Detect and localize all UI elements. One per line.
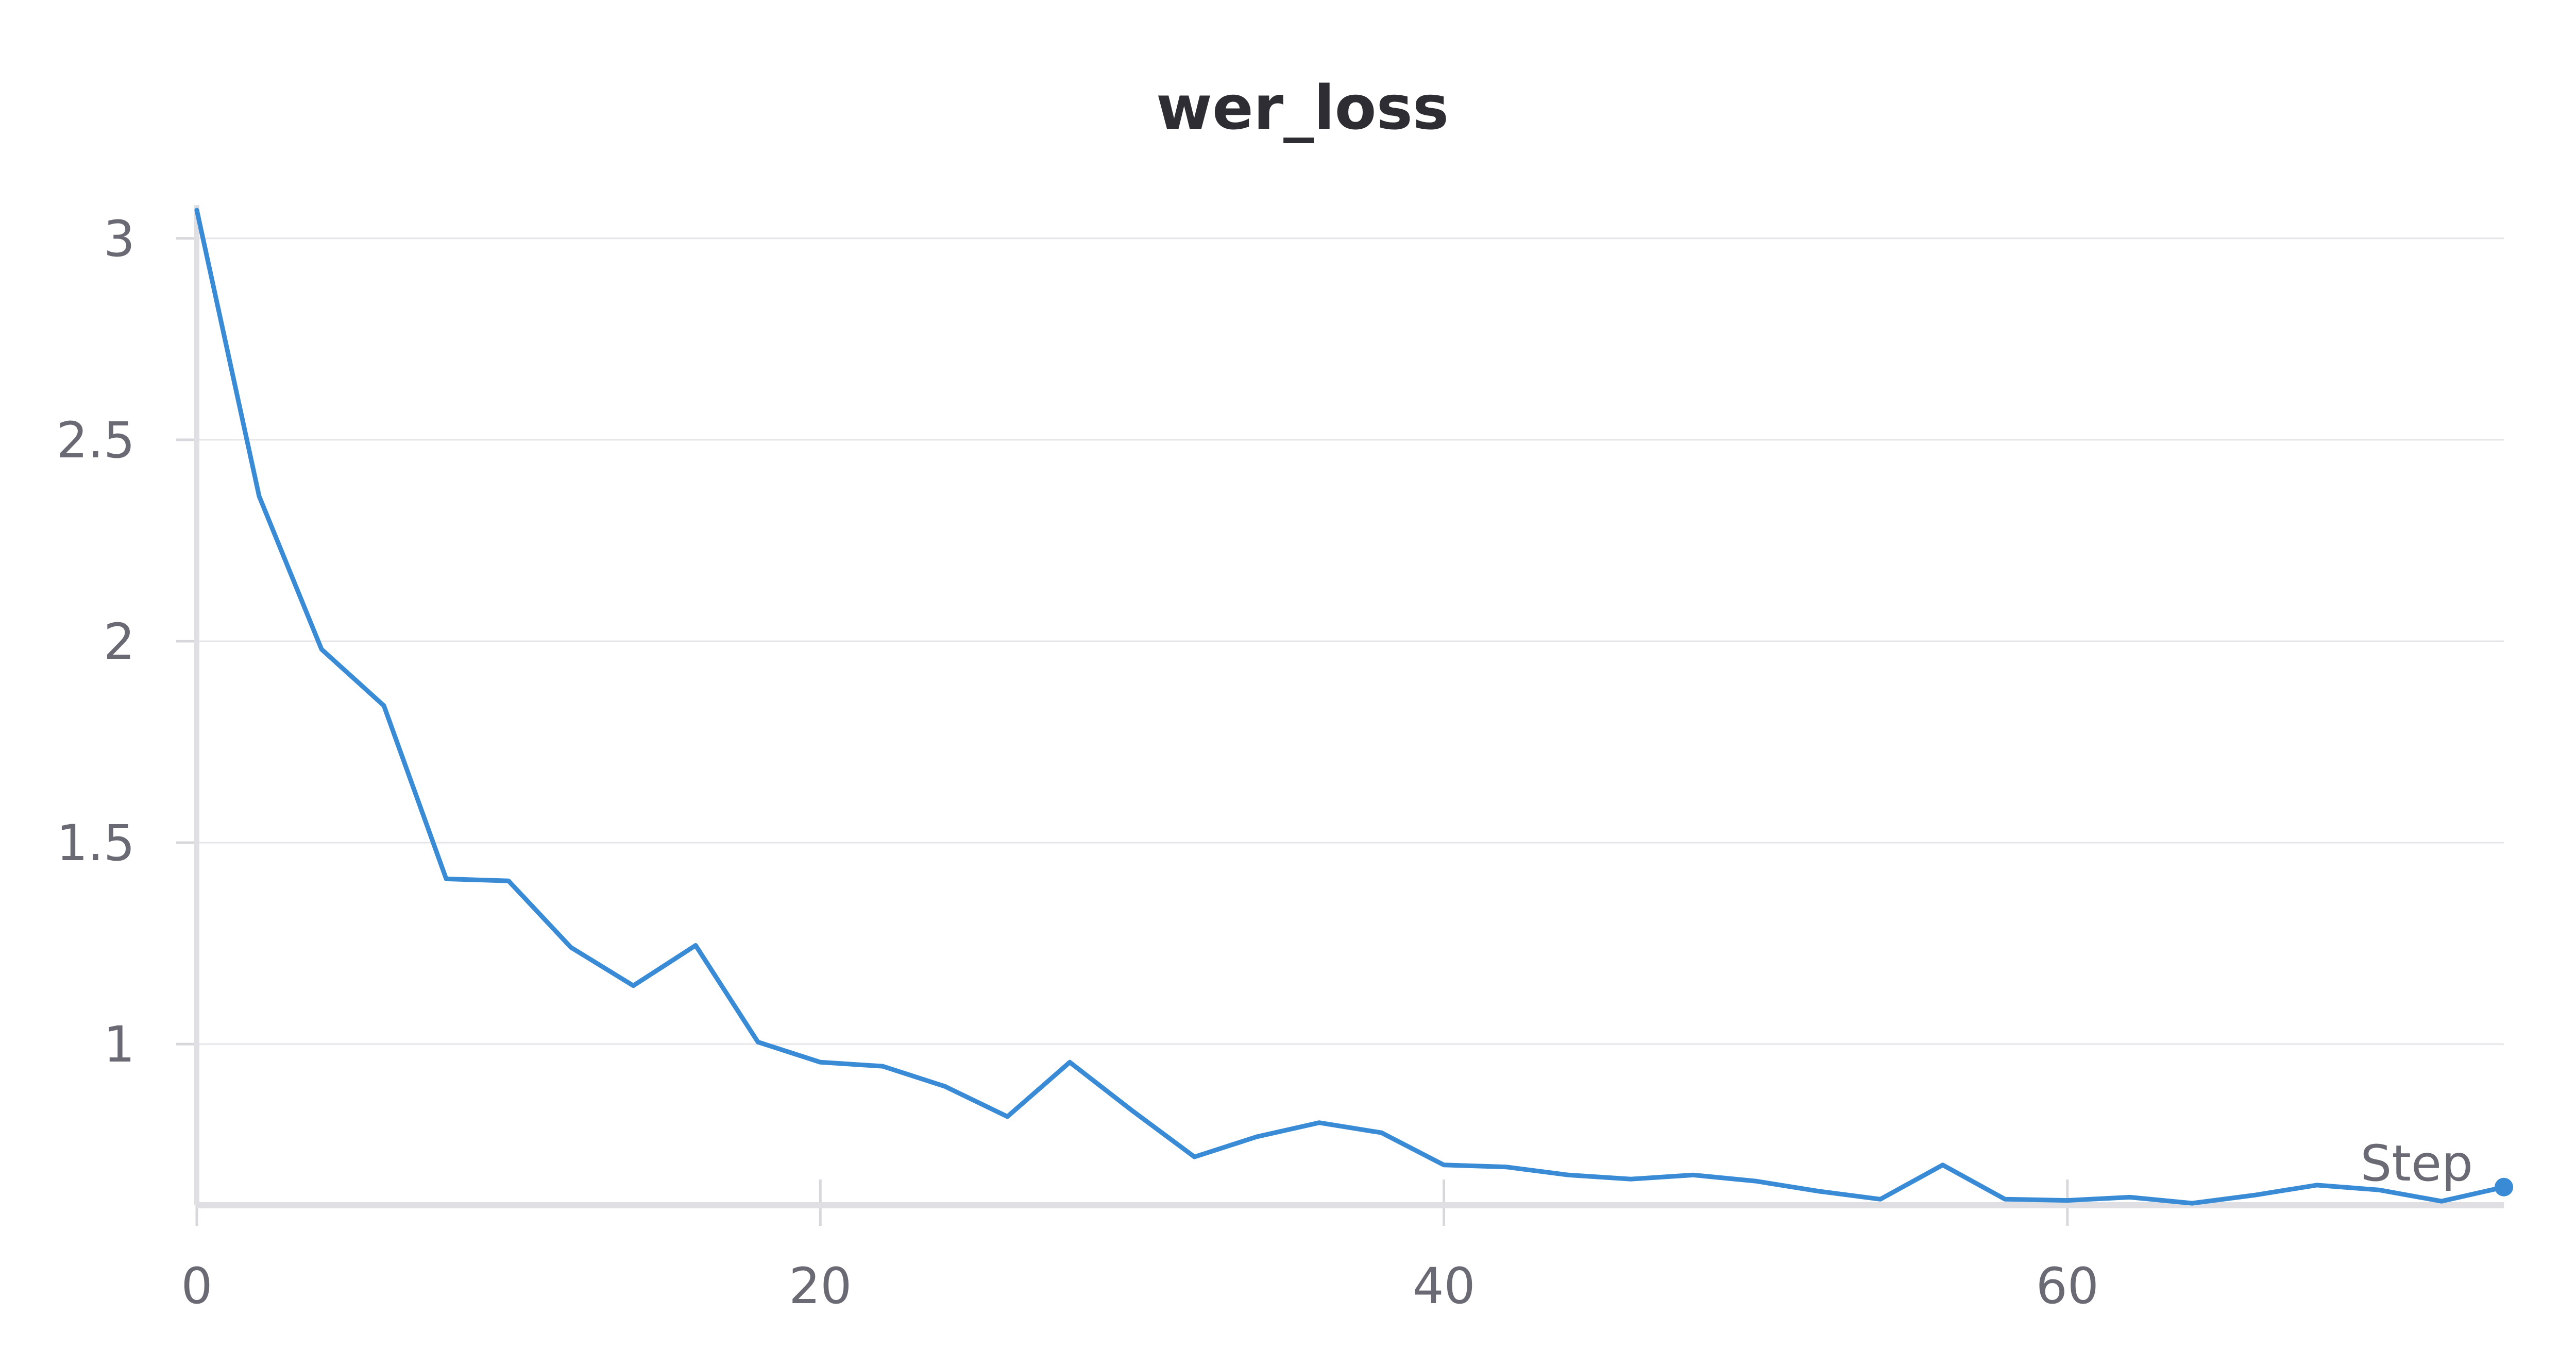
- gridlines: [197, 237, 2504, 1045]
- axes: 1 1.5 2 2.5 3 0 20 40 60: [56, 205, 2504, 1315]
- chart-title: wer_loss: [1156, 72, 1449, 143]
- x-tick-label: 40: [1412, 1257, 1475, 1315]
- y-tick-label: 3: [104, 210, 135, 268]
- y-tick-label: 2: [104, 613, 135, 671]
- x-axis-label: Step: [2360, 1135, 2473, 1192]
- x-tick-label: 0: [181, 1257, 212, 1315]
- y-tick-label: 2.5: [56, 412, 135, 469]
- y-tick-label: 1.5: [56, 814, 135, 872]
- series-line: [194, 208, 2506, 1206]
- last-point-marker: [2495, 1177, 2513, 1196]
- series-layer: [194, 208, 2513, 1206]
- y-tick-label: 1: [104, 1016, 135, 1073]
- x-tick-label: 60: [2036, 1257, 2099, 1315]
- x-tick-label: 20: [789, 1257, 852, 1315]
